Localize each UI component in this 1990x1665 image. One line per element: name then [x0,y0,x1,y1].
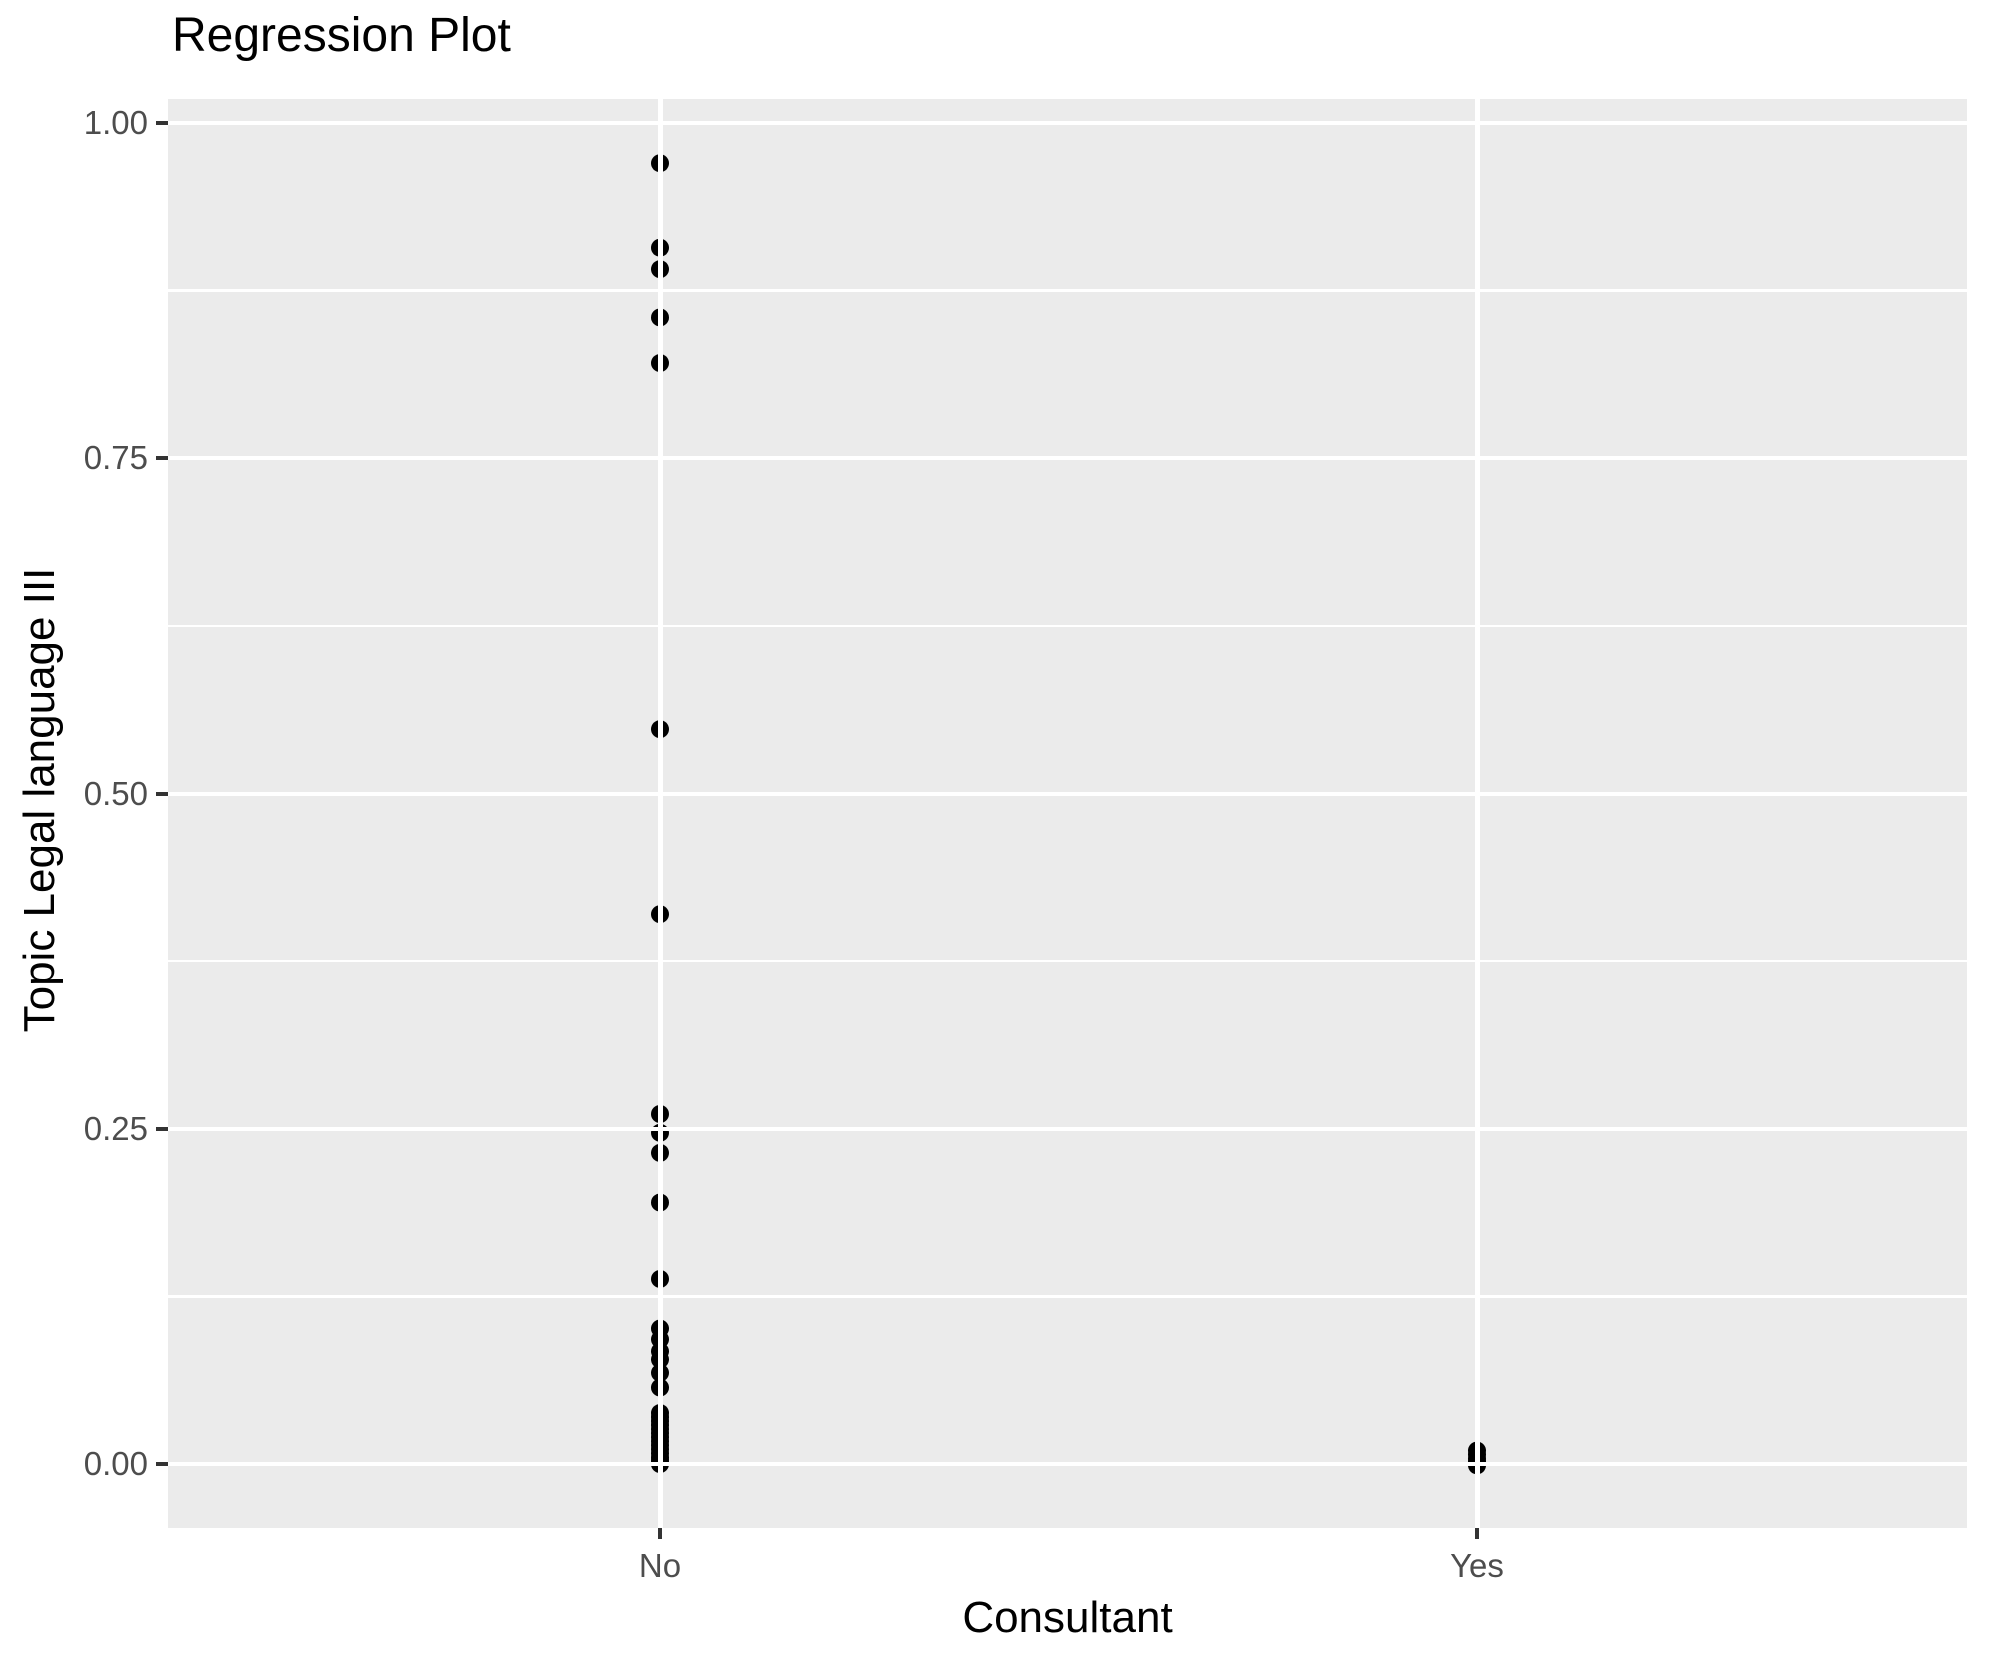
gridline-minor [168,959,1967,963]
y-tick-mark [156,1462,168,1466]
y-tick-mark [156,791,168,796]
gridline-major [168,791,1967,796]
y-tick-label: 0.25 [83,1109,148,1147]
gridline-major [168,1126,1967,1131]
x-axis-title: Consultant [962,1593,1173,1642]
x-tick-label: Yes [1450,1547,1504,1584]
x-tick-mark [658,1528,662,1539]
plot-panel [168,99,1967,1528]
y-tick-label: 0.00 [83,1445,148,1482]
plot-title: Regression Plot [172,9,511,62]
gridline-minor [168,624,1967,628]
y-tick-mark [156,456,168,461]
y-tick-mark [156,1126,168,1131]
y-tick-label: 1.00 [83,104,148,141]
x-tick-label: No [638,1547,682,1584]
x-tick-mark [1475,1528,1479,1539]
gridline-vertical [1474,99,1480,1528]
scatter-points-layer [651,154,1486,1475]
gridline-minor [168,1295,1967,1298]
y-tick-label: 0.50 [83,774,148,812]
gridline-minor [168,289,1967,292]
y-tick-label: 0.75 [83,439,148,477]
gridline-major [168,121,1967,125]
gridline-major [168,1462,1967,1466]
gridline-major [168,456,1967,461]
gridline-vertical [657,99,663,1528]
y-tick-mark [156,121,168,125]
